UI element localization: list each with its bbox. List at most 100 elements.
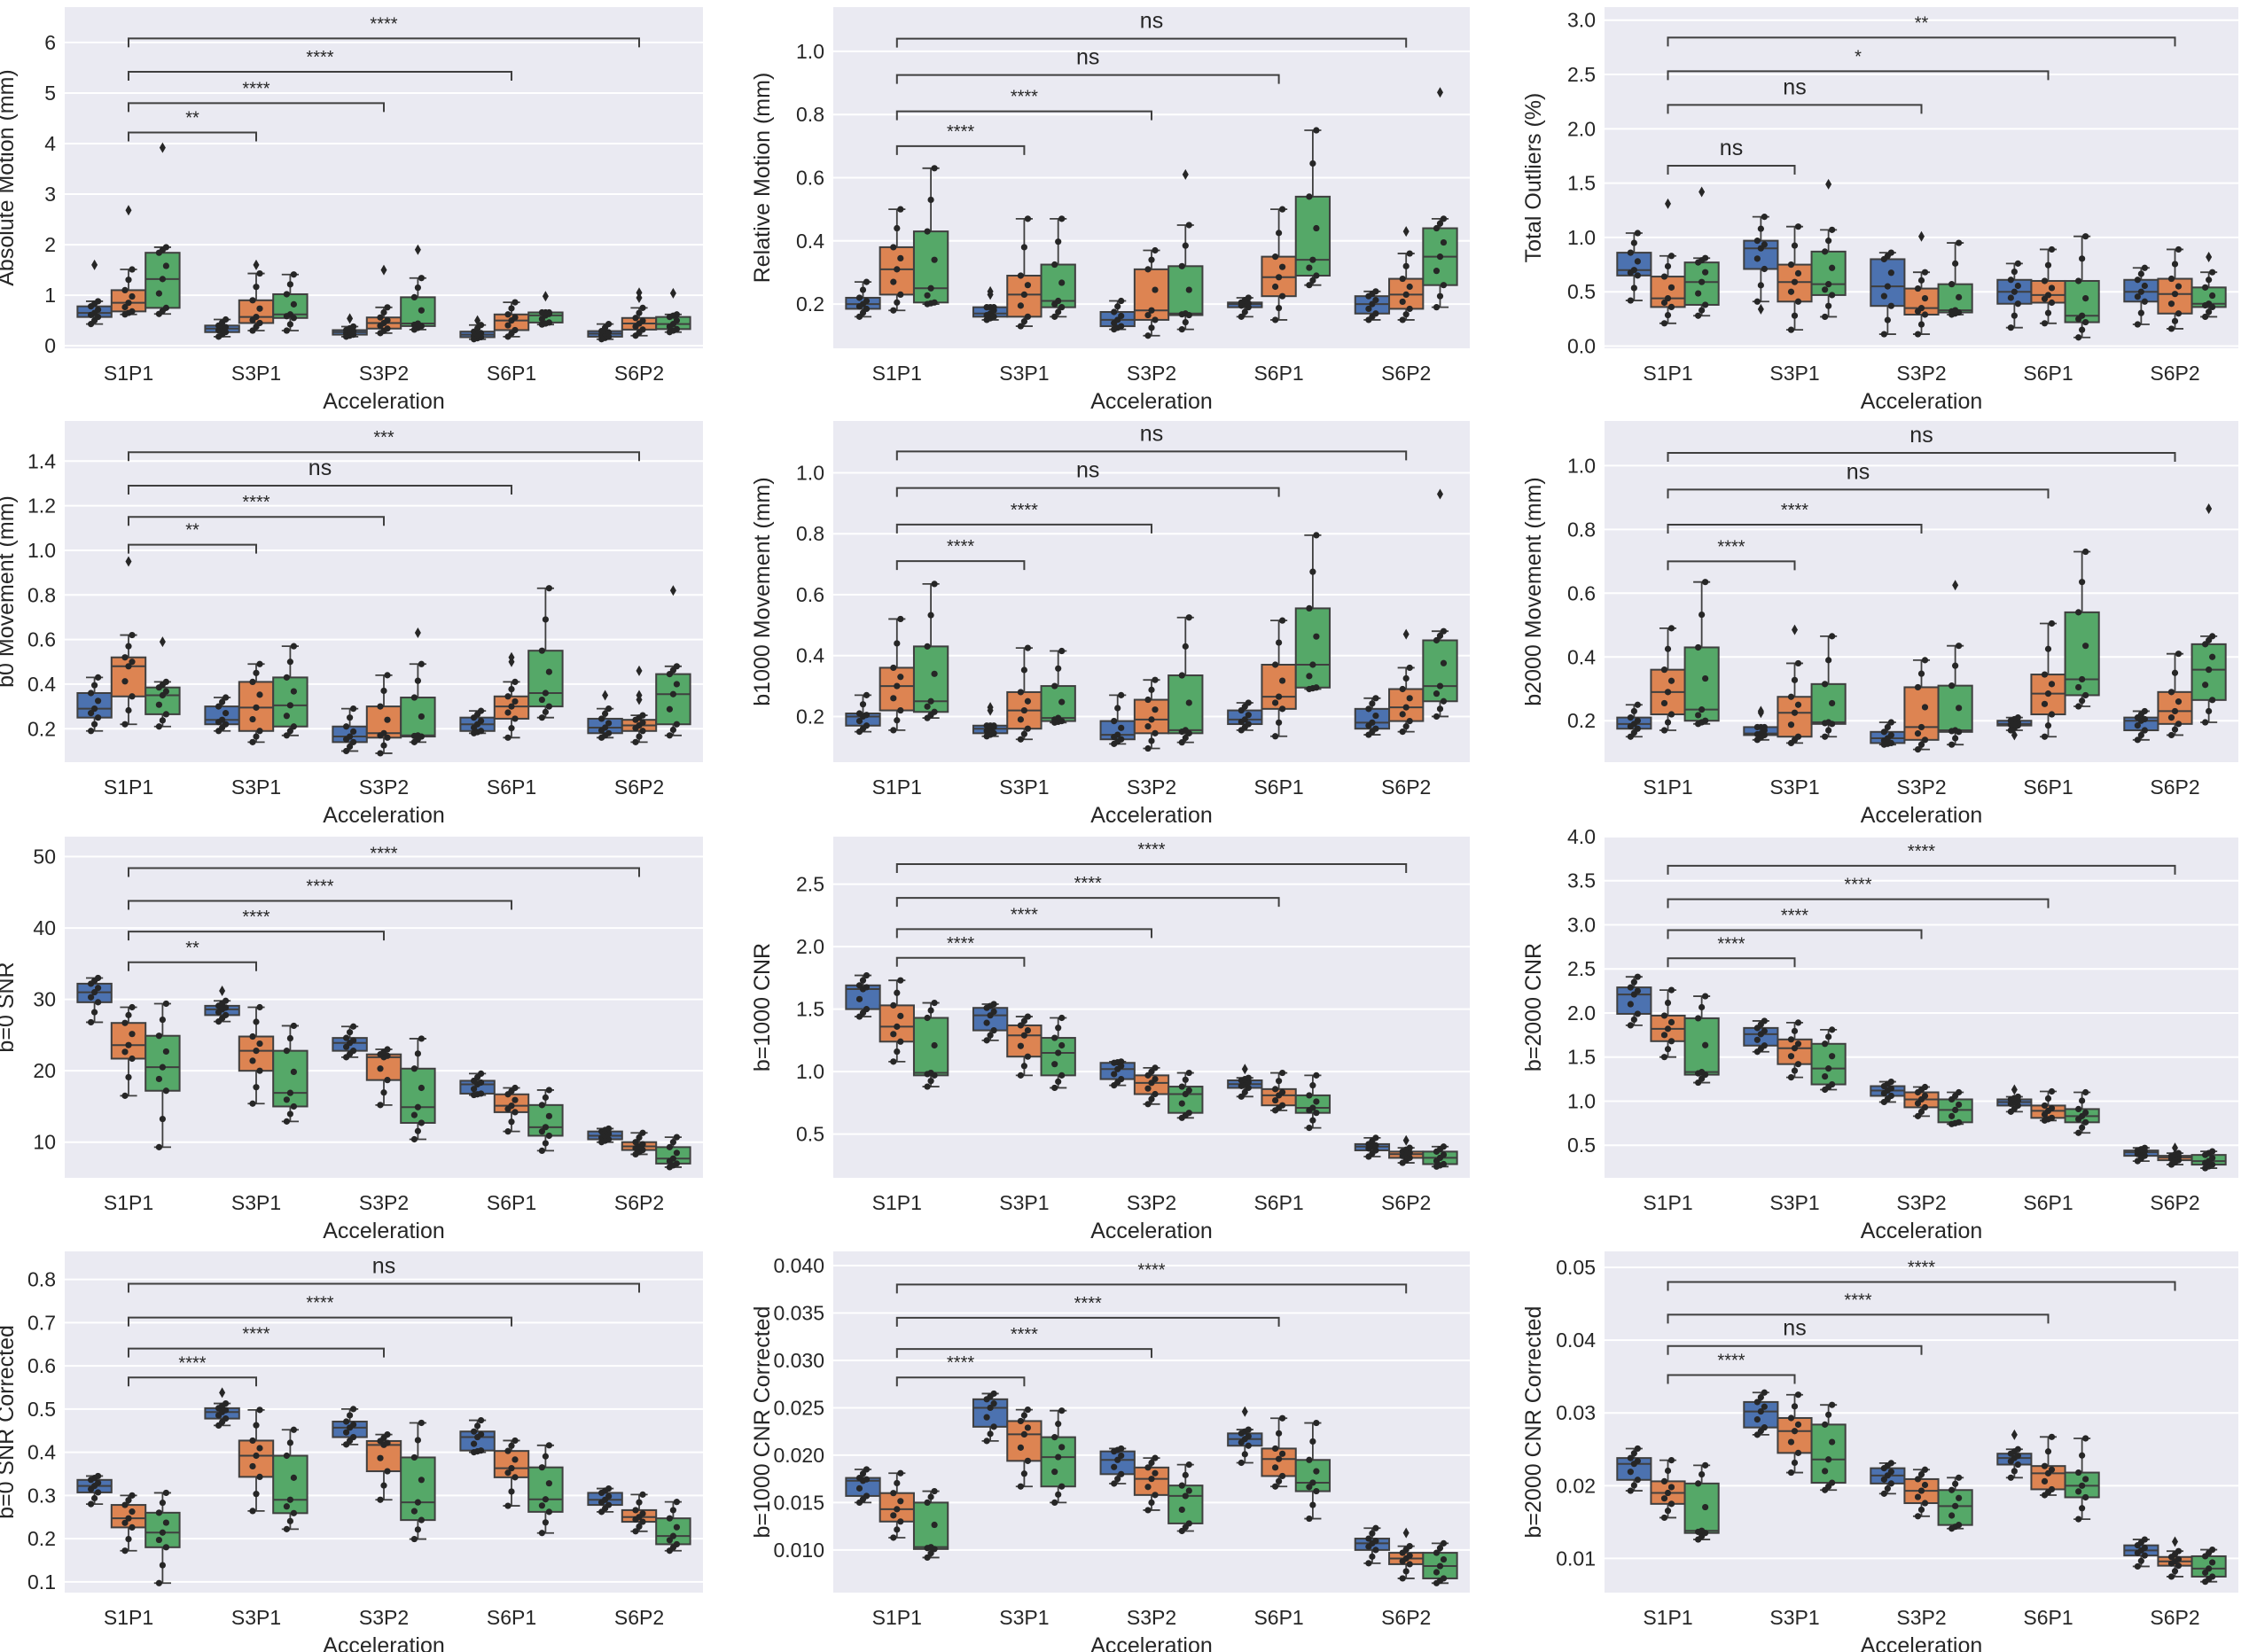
- box-group-3-S3P1: [272, 1022, 308, 1125]
- data-point: [223, 1407, 230, 1414]
- data-point: [2175, 283, 2183, 290]
- data-point: [863, 305, 871, 313]
- significance-label: ns: [372, 1254, 395, 1279]
- data-point: [1017, 1022, 1024, 1029]
- significance-annotation: ****: [1667, 537, 1796, 571]
- data-point: [1185, 1461, 1192, 1469]
- data-point: [602, 710, 609, 717]
- data-point: [1761, 1403, 1768, 1410]
- data-point: [1306, 1484, 1313, 1491]
- y-tick-label: 1.2: [27, 495, 56, 518]
- y-tick-label: 1.4: [27, 449, 56, 472]
- data-point: [125, 1535, 132, 1543]
- data-point: [1182, 1492, 1189, 1500]
- data-point: [1051, 1434, 1058, 1441]
- data-point: [1952, 1480, 1959, 1487]
- data-point: [1436, 253, 1444, 261]
- data-point: [290, 723, 297, 730]
- box-group-3-S3P1: [1040, 1407, 1076, 1507]
- x-tick-label: S6P1: [2023, 775, 2073, 799]
- data-point: [253, 1422, 260, 1429]
- box-body: [1167, 1086, 1204, 1114]
- data-point: [1369, 700, 1376, 707]
- significance-label: ***: [373, 428, 394, 448]
- data-point: [384, 316, 391, 323]
- data-point: [1702, 1503, 1709, 1511]
- outlier-point: [636, 287, 643, 299]
- data-point: [384, 734, 391, 741]
- data-point: [2175, 1547, 2183, 1555]
- data-point: [1822, 1421, 1829, 1428]
- data-point: [605, 329, 613, 336]
- y-tick-label: 0.8: [796, 522, 824, 545]
- data-point: [538, 647, 546, 654]
- significance-annotation: ****: [895, 537, 1026, 571]
- significance-annotation: ns: [1667, 459, 2050, 499]
- box-group-2-S6P1: [2030, 620, 2066, 740]
- box-body: [1683, 1017, 1720, 1076]
- y-axis-label: Total Outliers (%): [1521, 93, 1546, 263]
- box-body: [1870, 258, 1906, 308]
- data-point: [290, 1068, 297, 1075]
- data-point: [1917, 1108, 1925, 1115]
- data-point: [863, 297, 871, 305]
- outlier-point: [1698, 186, 1706, 198]
- y-tick-label: 0.015: [773, 1491, 824, 1514]
- data-point: [1245, 712, 1252, 719]
- data-point: [673, 311, 681, 318]
- x-tick-label: S1P1: [872, 775, 922, 799]
- data-point: [542, 616, 550, 623]
- data-point: [1279, 1069, 1286, 1077]
- data-point: [121, 654, 129, 661]
- data-point: [1276, 639, 1283, 646]
- x-tick-label: S1P1: [104, 1606, 153, 1629]
- data-point: [2079, 1097, 2086, 1104]
- outlier-point: [508, 651, 515, 663]
- data-point: [542, 708, 550, 715]
- data-point: [639, 728, 646, 735]
- significance-annotation: ****: [1667, 1290, 2050, 1324]
- data-point: [1313, 1419, 1320, 1427]
- significance-annotation: ****: [128, 877, 512, 910]
- data-point: [1794, 1040, 1802, 1048]
- data-point: [1695, 1015, 1702, 1022]
- data-point: [377, 314, 384, 321]
- data-point: [2079, 312, 2086, 319]
- data-point: [1144, 744, 1152, 752]
- data-point: [1698, 1527, 1706, 1534]
- data-point: [1667, 253, 1675, 260]
- data-point: [669, 690, 677, 697]
- data-point: [2209, 697, 2216, 704]
- data-point: [256, 1445, 263, 1452]
- data-point: [286, 1496, 293, 1503]
- data-point: [162, 1544, 169, 1551]
- data-point: [542, 1124, 550, 1131]
- data-point: [1436, 1562, 1444, 1570]
- data-point: [1272, 283, 1279, 291]
- box-body: [1650, 276, 1686, 308]
- data-point: [1279, 206, 1286, 213]
- data-point: [2075, 683, 2082, 691]
- data-point: [249, 715, 256, 723]
- significance-annotation: **: [128, 939, 257, 971]
- data-point: [290, 1509, 297, 1516]
- significance-annotation: ****: [128, 1353, 257, 1387]
- data-point: [1787, 1036, 1795, 1043]
- data-point: [931, 999, 938, 1007]
- box-group-3-S3P1: [1810, 633, 1847, 740]
- data-point: [256, 728, 263, 735]
- outlier-point: [474, 315, 481, 326]
- data-point: [2048, 681, 2056, 688]
- data-point: [249, 1032, 256, 1040]
- significance-annotation: ****: [1667, 1258, 2176, 1291]
- x-axis-label: Acceleration: [1090, 1633, 1213, 1652]
- data-point: [343, 747, 350, 755]
- data-point: [1921, 736, 1929, 744]
- box-group-1-S1P1: [76, 974, 113, 1026]
- x-tick-label: S3P2: [359, 1191, 409, 1214]
- significance-annotation: ns: [895, 9, 1408, 48]
- data-point: [1664, 1508, 1672, 1515]
- data-point: [2044, 261, 2052, 269]
- data-point: [1152, 316, 1159, 323]
- data-point: [1829, 699, 1836, 707]
